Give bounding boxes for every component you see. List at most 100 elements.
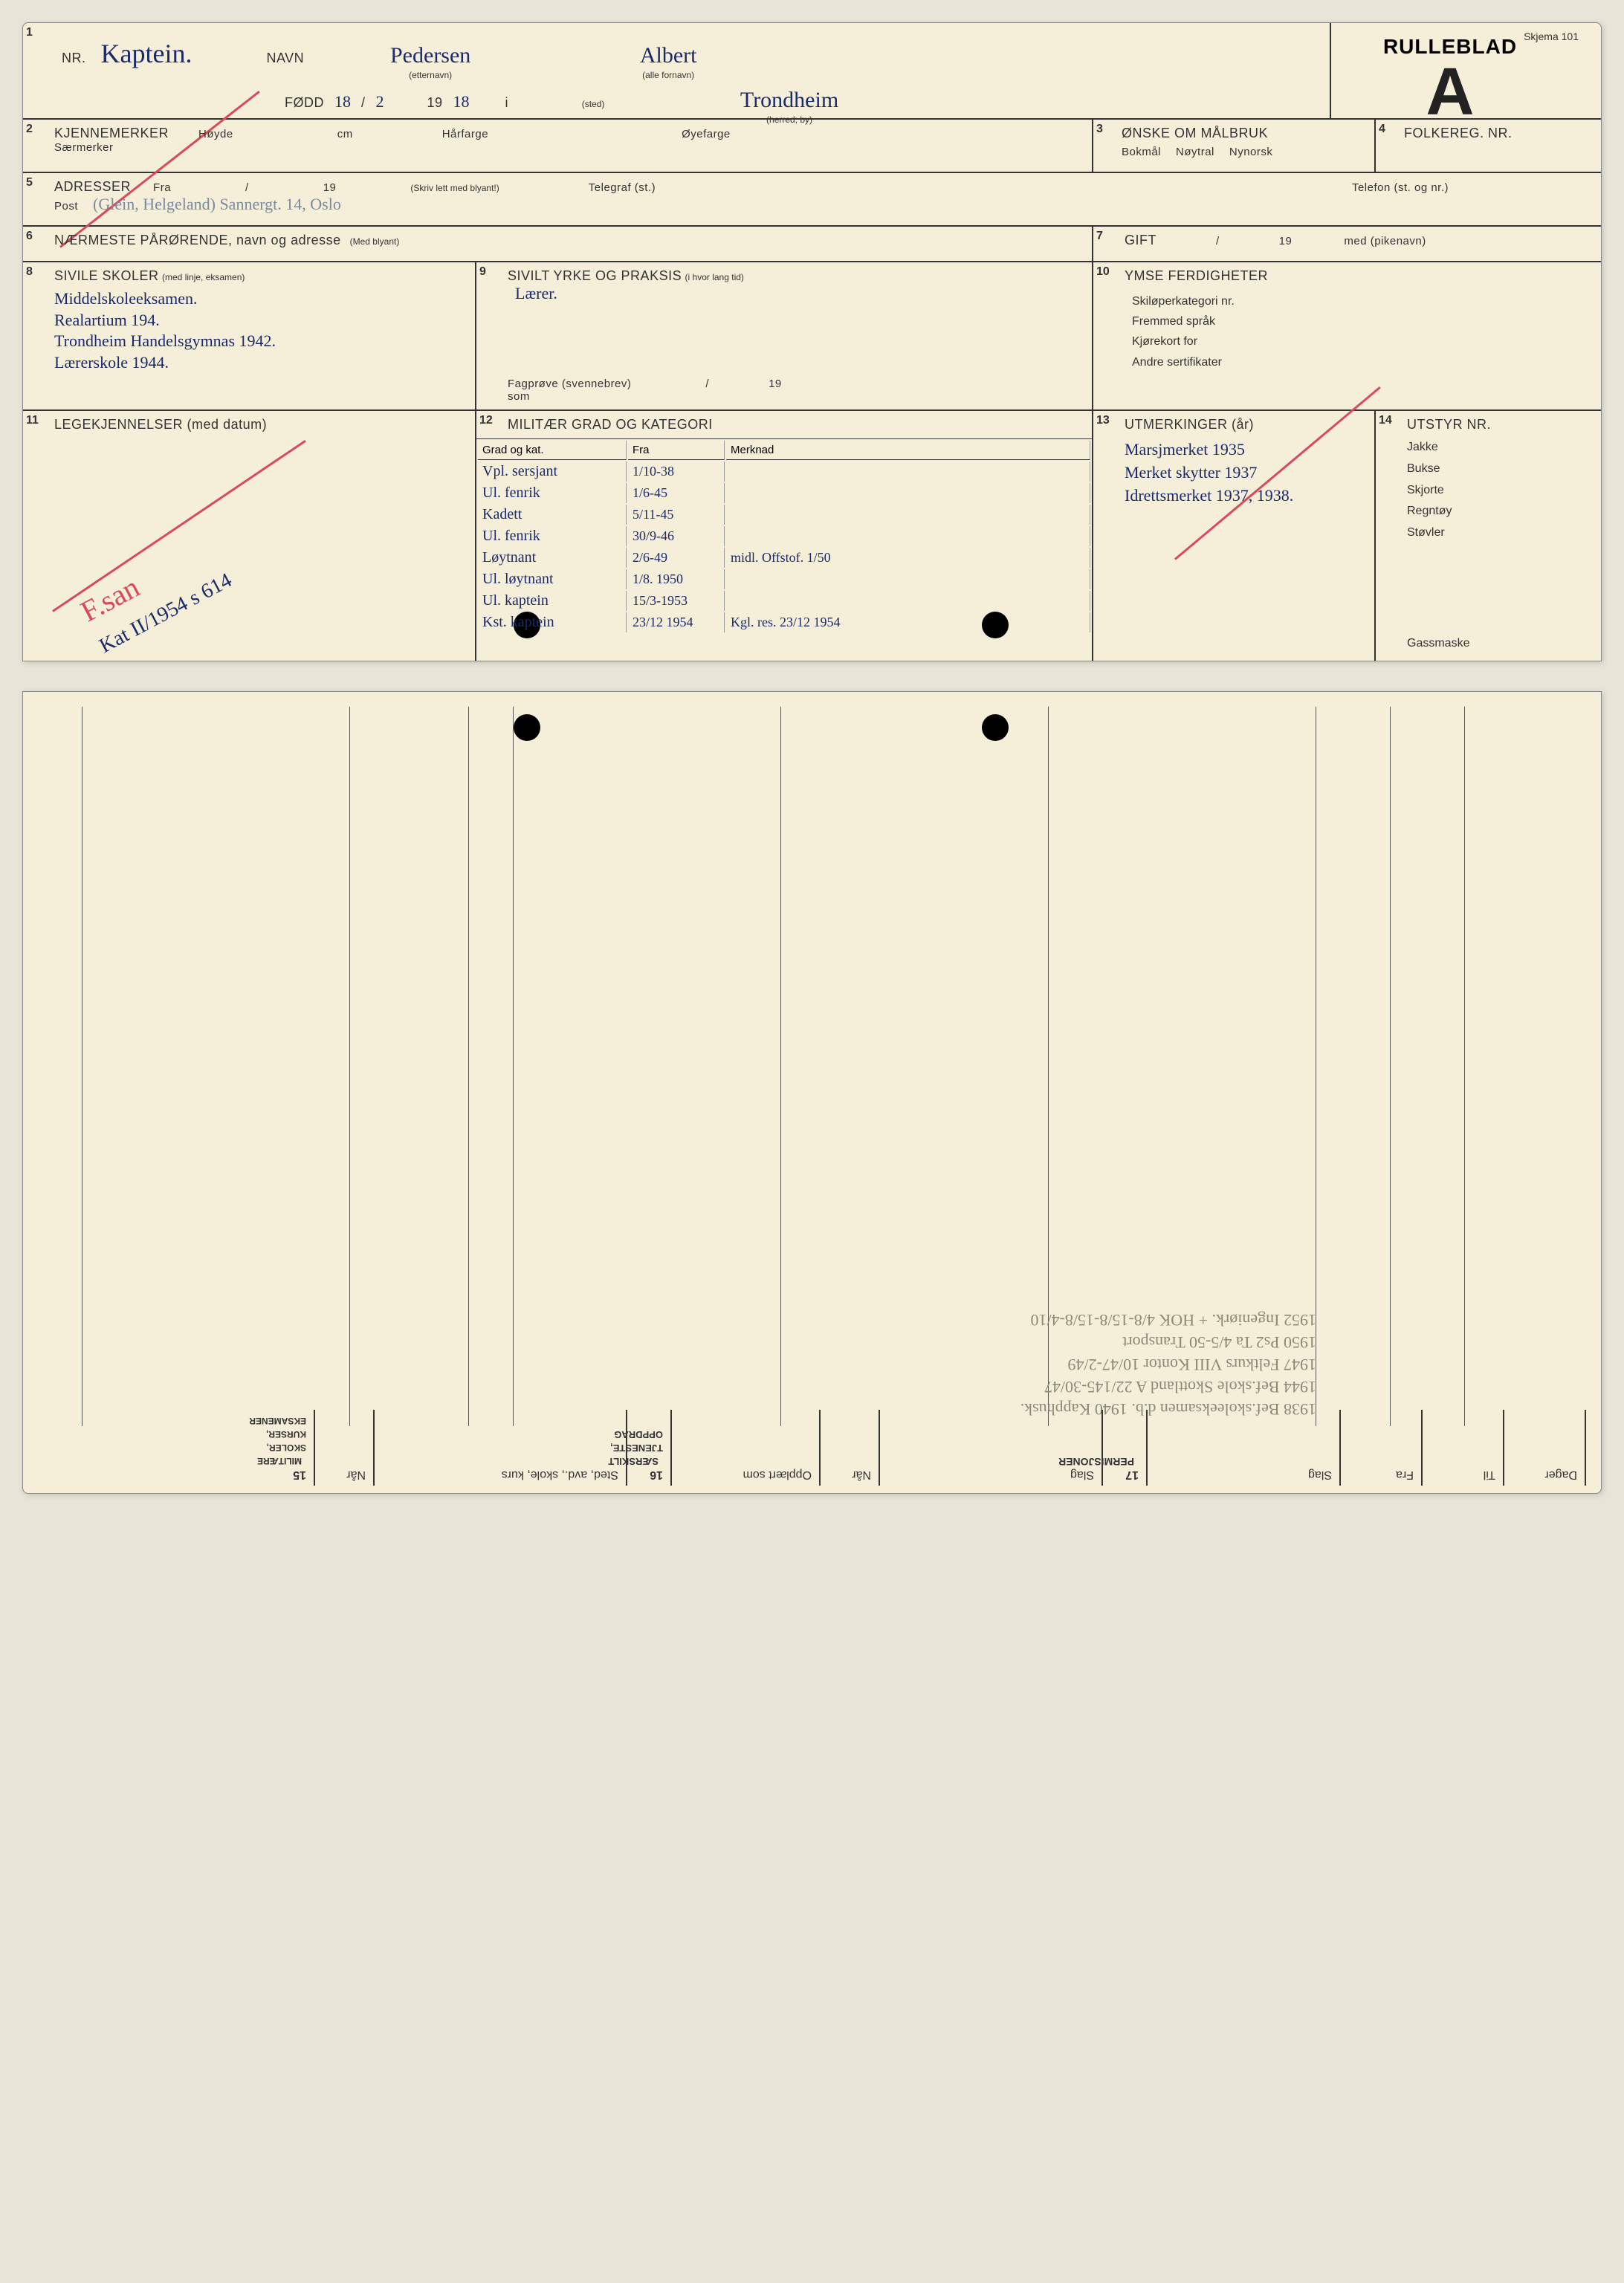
skoler-label: SIVILE SKOLER <box>54 268 159 283</box>
section-number: 6 <box>26 230 33 243</box>
grad-row: Kadett 5/11-45 <box>478 505 1090 525</box>
skole-line: Realartium 194. <box>54 310 466 331</box>
section-number: 15 <box>293 1468 306 1481</box>
grad-row: Kst. kaptein 23/12 1954 Kgl. res. 23/12 … <box>478 612 1090 632</box>
grad-row: Ul. fenrik 30/9-46 <box>478 526 1090 546</box>
fodd-month: 2 <box>376 92 384 111</box>
utstyr-item: Skjorte <box>1407 480 1560 502</box>
nr-value: Kaptein. <box>101 38 193 69</box>
section-number: 9 <box>479 265 486 279</box>
col-slag: Slag <box>1148 1410 1341 1486</box>
address-value: (Glein, Helgeland) Sannergt. 14, Oslo <box>93 195 341 214</box>
telegraf-label: Telegraf (st.) <box>589 181 656 194</box>
kjennemerker-label: KJENNEMERKER <box>54 126 169 141</box>
yrke-label: SIVILT YRKE OG PRAKSIS <box>508 268 682 283</box>
faded-entry: 1944 Bef.skole Skottland A 22/145-30/47 <box>127 1377 1316 1396</box>
ferdigheter-label: YMSE FERDIGHETER <box>1125 268 1268 283</box>
section-number: 11 <box>26 414 39 427</box>
section-number: 12 <box>479 414 493 427</box>
skoler-sub: (med linje, eksamen) <box>162 272 245 282</box>
utstyr-item: Bukse <box>1407 459 1560 480</box>
nr-label: NR. <box>62 51 86 66</box>
col-grad: Grad og kat. <box>478 441 627 460</box>
col-opplaert: Opplært som <box>672 1410 821 1486</box>
grad-row: Ul. fenrik 1/6-45 <box>478 483 1090 503</box>
folkereg-label: FOLKEREG. NR. <box>1404 126 1513 140</box>
ferdighet-item: Kjørekort for <box>1132 331 1560 352</box>
year-prefix: 19 <box>427 95 443 111</box>
yrke-value: Lærer. <box>515 284 1083 303</box>
col-slag: Slag <box>880 1410 1103 1486</box>
malbruk-label: ØNSKE OM MÅLBRUK <box>1122 126 1268 140</box>
year-prefix: 19 <box>1279 235 1293 247</box>
bottom-column-headers: Dager Til Fra Slag 17 PERMISJONER Slag N… <box>38 1410 1586 1486</box>
fornavn: Albert <box>640 43 697 68</box>
section-number: 8 <box>26 265 33 279</box>
som-label: som <box>508 390 530 403</box>
cm-label: cm <box>337 128 353 140</box>
saermerker-label: Særmerker <box>54 141 114 154</box>
nynorsk: Nynorsk <box>1229 146 1273 158</box>
skole-line: Middelskoleeksamen. <box>54 288 466 310</box>
section-number: 13 <box>1096 414 1110 427</box>
militaere-skoler-label: MILITÆRE SKOLER, KURSER, EKSAMENER <box>249 1416 306 1466</box>
fornavn-sub: (alle fornavn) <box>642 70 694 80</box>
gift-label: GIFT <box>1125 233 1156 248</box>
section-number: 2 <box>26 123 33 136</box>
fodd-day: 18 <box>334 92 351 111</box>
skole-line: Trondheim Handelsgymnas 1942. <box>54 331 466 352</box>
col-merknad: Merknad <box>726 441 1090 460</box>
col-sted: Sted, avd., skole, kurs <box>375 1410 627 1486</box>
utstyr-item: Støvler <box>1407 522 1560 544</box>
yrke-sub: (i hvor lang tid) <box>685 272 744 282</box>
etternavn: Pedersen <box>390 43 470 68</box>
rulleblad-front: Skjema 101 1 NR. Kaptein. NAVN Pedersen … <box>22 22 1602 661</box>
section-number: 1 <box>26 26 33 39</box>
parorende-label: NÆRMESTE PÅRØRENDE, navn og adresse <box>54 233 341 248</box>
section-number: 4 <box>1379 123 1385 136</box>
adresser-label: ADRESSER <box>54 179 131 195</box>
col-fra: Fra <box>628 441 725 460</box>
grad-row: Ul. kaptein 15/3-1953 <box>478 591 1090 611</box>
fagprove-label: Fagprøve (svennebrev) <box>508 378 631 390</box>
section-number: 10 <box>1096 265 1110 279</box>
col-nar: Når <box>821 1410 880 1486</box>
navn-label: NAVN <box>266 51 304 66</box>
grad-table: Grad og kat. Fra Merknad Vpl. sersjant 1… <box>476 439 1092 634</box>
sted-sub: (sted) <box>582 99 605 109</box>
grad-row: Løytnant 2/6-49 midl. Offstof. 1/50 <box>478 548 1090 568</box>
ferdighet-item: Fremmed språk <box>1132 311 1560 331</box>
section-number: 7 <box>1096 230 1103 243</box>
utstyr-label: UTSTYR NR. <box>1407 417 1491 432</box>
med-label: med (pikenavn) <box>1344 235 1426 247</box>
ferdighet-item: Andre sertifikater <box>1132 352 1560 372</box>
lege-label: LEGEKJENNELSER (med datum) <box>54 417 267 432</box>
noytral: Nøytral <box>1176 146 1214 158</box>
blyant-note: (Skriv lett med blyant!) <box>410 183 499 193</box>
section-number: 3 <box>1096 123 1103 136</box>
faded-entry: 1952 Ingeniørk. + HOK 4/8-15/8-15/8-4/10 <box>127 1310 1316 1330</box>
rulleblad-back: 1938 Bef.skoleeksamen d.b. 1940 Kapphusk… <box>22 691 1602 1494</box>
skole-line: Lærerskole 1944. <box>54 352 466 374</box>
telefon-label: Telefon (st. og nr.) <box>1352 181 1449 194</box>
utmerking-line: Idrettsmerket 1937, 1938. <box>1125 485 1365 508</box>
col-fra: Fra <box>1341 1410 1423 1486</box>
year-prefix: 19 <box>323 181 337 194</box>
ferdighet-item: Skiløperkategori nr. <box>1132 291 1560 311</box>
parorende-sub: (Med blyant) <box>350 236 400 247</box>
utstyr-item: Jakke <box>1407 437 1560 459</box>
oyefarge-label: Øyefarge <box>682 128 731 140</box>
fodd-label: FØDD <box>285 95 324 111</box>
grad-label: MILITÆR GRAD OG KATEGORI <box>508 417 713 432</box>
bokmal: Bokmål <box>1122 146 1161 158</box>
col-til: Til <box>1423 1410 1504 1486</box>
utstyr-item: Regntøy <box>1407 501 1560 522</box>
col-nar: Når <box>315 1410 375 1486</box>
fodd-year: 18 <box>453 92 470 111</box>
utmerking-line: Merket skytter 1937 <box>1125 462 1365 485</box>
section-number: 5 <box>26 176 33 190</box>
faded-entry: 1947 Feltkurs VIII Kontor 10/47-2/49 <box>127 1355 1316 1374</box>
hoyde-label: Høyde <box>198 128 233 140</box>
rulleblad-letter: A <box>1340 59 1560 126</box>
fra-label: Fra <box>153 181 171 194</box>
